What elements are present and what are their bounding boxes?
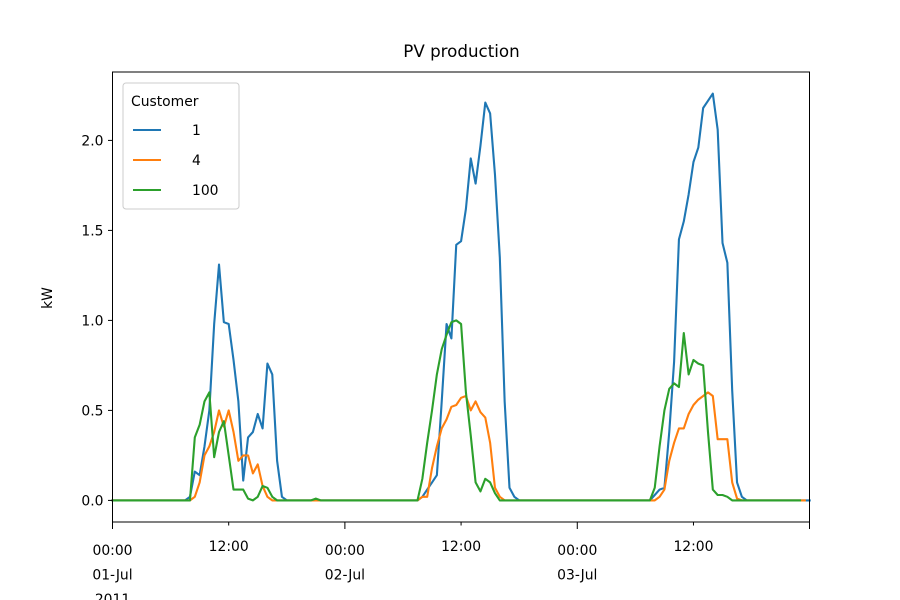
y-tick-label: 0.5 (81, 403, 103, 419)
legend-box (122, 82, 240, 210)
x-minor-tick-label: 12:00 (441, 539, 481, 555)
y-tick-label: 1.0 (81, 313, 103, 329)
y-tick-label: 0.0 (81, 493, 103, 509)
x-major-tick-label: 03-Jul (557, 568, 597, 584)
legend-entry-100: 100 (192, 183, 219, 199)
series-line-1 (111, 92, 811, 502)
legend-title: Customer (131, 94, 199, 110)
plot-frame (112, 71, 810, 523)
x-major-tick-label: 00:00 (325, 543, 365, 559)
legend: Customer 1 4 100 (122, 82, 240, 210)
x-major-tick-label: 2011 (95, 592, 130, 600)
y-axis-label: kW (40, 287, 56, 309)
y-tick-label: 2.0 (81, 133, 103, 149)
y-ticks: 0.0 0.5 1.0 1.5 2.0 (81, 133, 113, 509)
x-ticks: 00:00 01-Jul 2011 00:00 02-Jul 00:00 03-Jul 12:… (92, 522, 810, 600)
x-major-tick-label: 02-Jul (325, 568, 365, 584)
series-line-4 (111, 391, 806, 502)
x-major-tick-label: 00:00 (92, 543, 132, 559)
x-major-tick-label: 00:00 (557, 543, 597, 559)
series-layer (111, 92, 811, 502)
x-major-tick-label: 01-Jul (92, 568, 132, 584)
x-minor-tick-label: 12:00 (209, 539, 249, 555)
series-line-100 (111, 319, 802, 502)
chart-title: PV production (403, 41, 519, 61)
y-tick-label: 1.5 (81, 223, 103, 239)
x-minor-tick-label: 12:00 (673, 539, 713, 555)
legend-entry-4: 4 (192, 153, 201, 169)
legend-entry-1: 1 (192, 123, 201, 139)
